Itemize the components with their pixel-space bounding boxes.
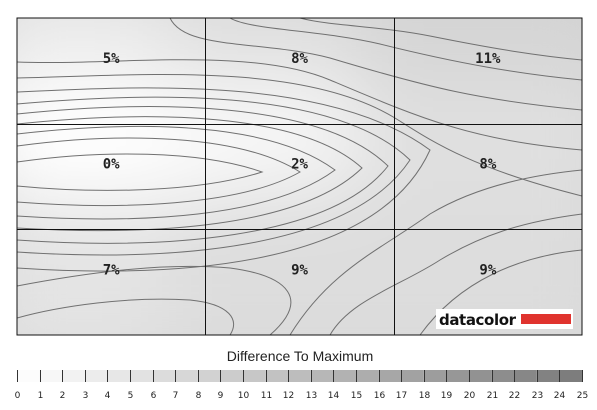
scale-swatch — [469, 370, 492, 382]
cell-value-label: 0% — [103, 157, 120, 173]
scale-tick-label: 17 — [396, 391, 407, 401]
scale-tick-label: 4 — [105, 391, 111, 401]
scale-swatch — [39, 370, 63, 382]
scale-tick-label: 19 — [441, 391, 453, 401]
scale-tick-label: 2 — [60, 391, 66, 401]
scale-swatches — [17, 370, 582, 382]
scale-tick-label: 22 — [509, 391, 520, 401]
contour-line — [169, 18, 582, 111]
logo-red-bar — [521, 314, 571, 324]
grid-lines — [16, 17, 583, 336]
scale-swatch — [152, 370, 176, 382]
value-labels: 5% 8% 11% 0% 2% 8% 7% 9% 9% — [103, 51, 501, 278]
contour-line — [419, 249, 582, 335]
cell-value-label: 9% — [291, 262, 308, 278]
scale-swatch — [288, 370, 311, 382]
contour-line — [289, 169, 582, 335]
scale-swatch — [310, 370, 334, 382]
scale-swatch — [220, 370, 243, 382]
scale-swatch — [559, 370, 582, 382]
contour-line — [17, 106, 389, 244]
scale-swatch — [84, 370, 108, 382]
contour-line — [17, 137, 301, 207]
scale-swatch — [265, 370, 289, 382]
scale-swatch — [197, 370, 221, 382]
contour-line — [17, 298, 235, 335]
scale-tick-label: 9 — [218, 391, 224, 401]
scale-tick-label: 15 — [351, 391, 362, 401]
contour-line — [17, 125, 336, 220]
datacolor-logo: datacolor — [436, 309, 573, 329]
logo-text: datacolor — [439, 311, 517, 329]
scale-swatch — [514, 370, 537, 382]
scale-tick-label: 13 — [306, 391, 317, 401]
scale-swatch — [243, 370, 266, 382]
heatmap-plot: 5% 8% 11% 0% 2% 8% 7% 9% 9% datacolor — [16, 17, 583, 336]
contour-line — [17, 96, 411, 256]
cell-value-label: 8% — [291, 51, 308, 67]
scale-tick-label: 25 — [577, 391, 588, 401]
cell-value-label: 11% — [475, 51, 501, 67]
scale-swatch — [130, 370, 153, 382]
contour-line — [17, 74, 582, 197]
contour-line — [17, 87, 431, 272]
scale-swatch — [378, 370, 402, 382]
plot-border — [16, 17, 583, 336]
scale-swatch — [17, 370, 40, 382]
contour-line — [17, 265, 292, 335]
scale-tick-label: 3 — [83, 391, 89, 401]
scale-swatch — [62, 370, 85, 382]
scale-tick-label: 10 — [238, 391, 250, 401]
contour-lines — [17, 18, 582, 335]
scale-tick-label: 11 — [261, 391, 272, 401]
scale-tick-label: 16 — [374, 391, 386, 401]
contour-line — [17, 153, 264, 191]
scale-tick-label: 24 — [554, 391, 566, 401]
cell-value-label: 5% — [103, 51, 120, 67]
scale-tick-label: 20 — [464, 391, 476, 401]
scale-swatch — [175, 370, 198, 382]
scale-swatch — [491, 370, 515, 382]
scale-ticks: 0 1 2 3 4 5 6 7 8 9 10 11 12 13 14 15 16 17 18 19 20 21 22 23 24… — [15, 370, 588, 401]
scale-tick-label: 6 — [151, 391, 157, 401]
contour-line — [329, 213, 582, 335]
cell-value-label: 8% — [479, 157, 496, 173]
contour-line — [299, 18, 582, 61]
scale-tick-label: 23 — [532, 391, 543, 401]
legend: Difference To Maximum 0 1 2 3 4 5 6 7 8 9 10 11 12 13… — [15, 348, 589, 401]
scale-swatch — [536, 370, 560, 382]
scale-swatch — [401, 370, 424, 382]
cell-value-label: 2% — [291, 157, 308, 173]
cell-value-label: 9% — [479, 262, 496, 278]
scale-tick-label: 21 — [487, 391, 498, 401]
scale-tick-label: 1 — [38, 391, 44, 401]
scale-swatch — [333, 370, 356, 382]
scale-swatch — [356, 370, 379, 382]
contour-line — [17, 59, 582, 151]
scale-swatch — [107, 370, 130, 382]
contour-line — [229, 18, 582, 81]
scale-tick-label: 5 — [128, 391, 134, 401]
scale-tick-label: 18 — [419, 391, 431, 401]
scale-tick-label: 7 — [173, 391, 179, 401]
scale-tick-label: 14 — [328, 391, 340, 401]
scale-tick-label: 0 — [15, 391, 21, 401]
legend-title: Difference To Maximum — [227, 348, 374, 364]
cell-value-label: 7% — [103, 262, 120, 278]
scale-tick-label: 8 — [196, 391, 202, 401]
scale-tick-label: 12 — [283, 391, 294, 401]
scale-swatch — [423, 370, 447, 382]
scale-swatch — [446, 370, 469, 382]
